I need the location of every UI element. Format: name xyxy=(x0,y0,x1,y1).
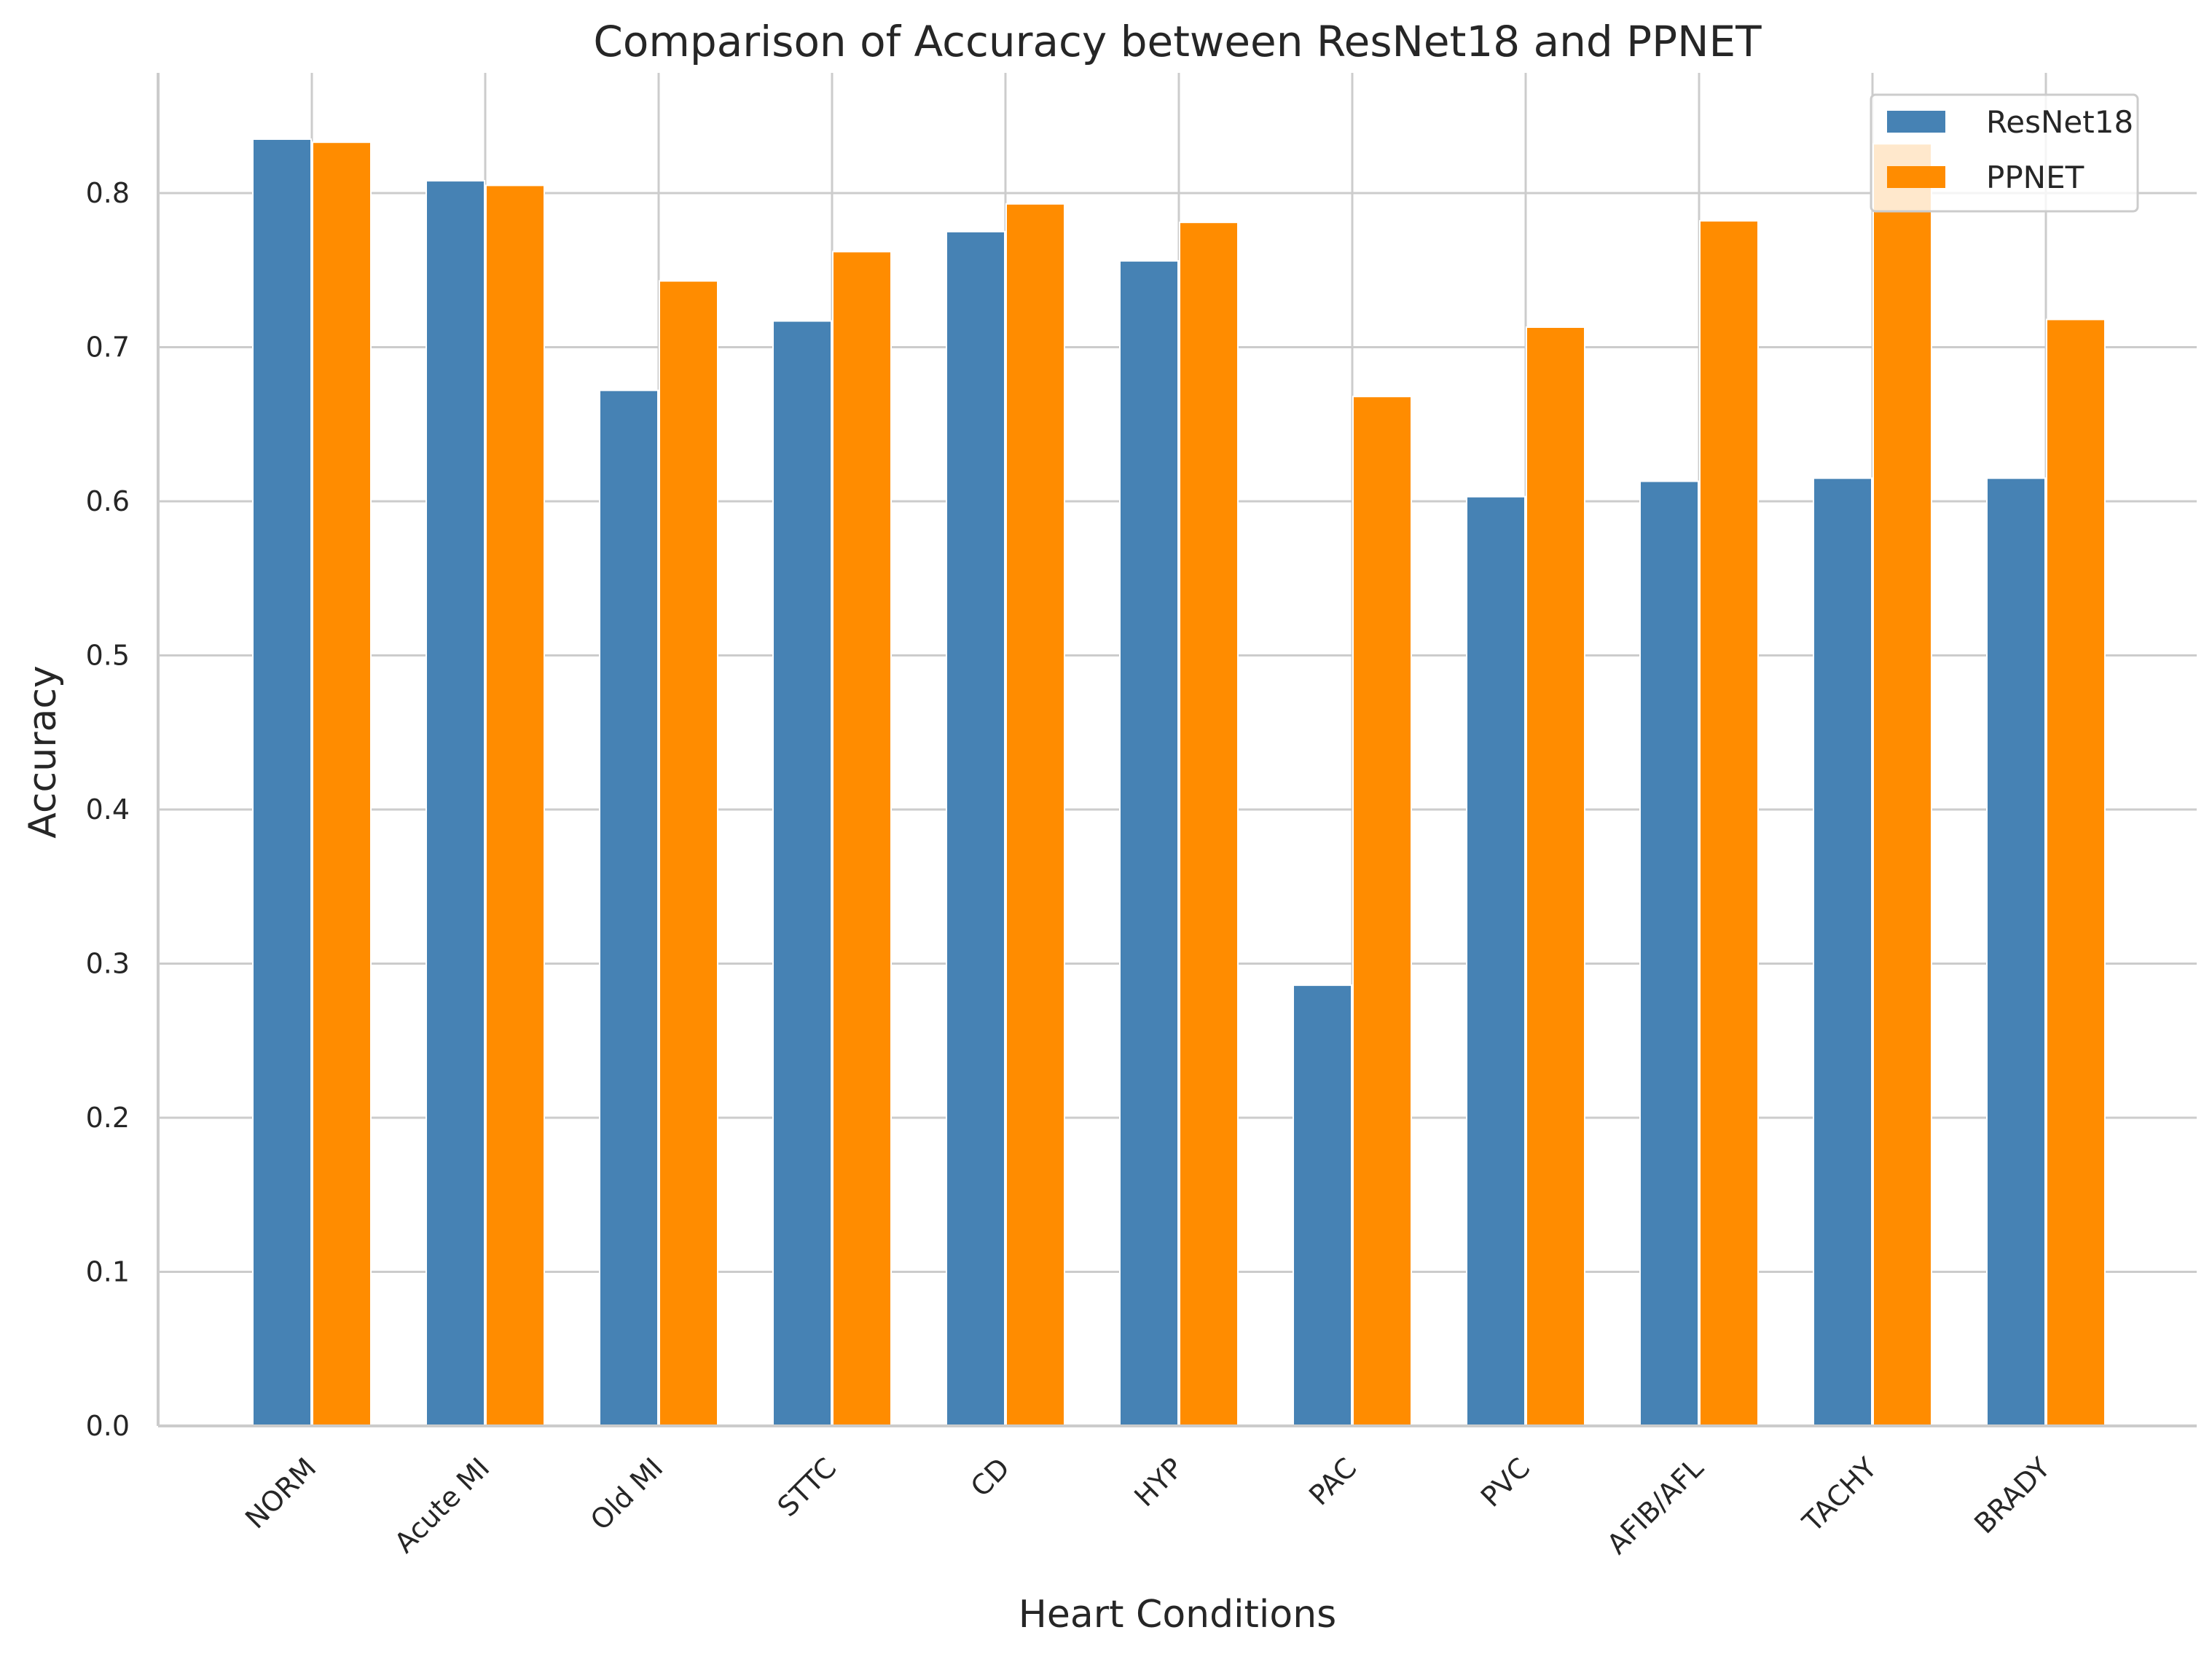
bar-ppnet xyxy=(1352,396,1412,1427)
bar-ppnet xyxy=(485,184,545,1427)
bar-resnet18 xyxy=(1986,477,2046,1427)
bar-resnet18 xyxy=(252,138,312,1427)
y-axis-label: Accuracy xyxy=(21,665,65,838)
bar-ppnet xyxy=(2046,318,2106,1427)
bar-resnet18 xyxy=(425,180,485,1427)
bar-resnet18 xyxy=(946,230,1005,1427)
x-tick-label: Old MI xyxy=(584,1451,669,1536)
y-tick-label: 0.7 xyxy=(86,332,130,364)
legend-label-ppnet: PPNET xyxy=(1986,160,2084,195)
bar-resnet18 xyxy=(1639,480,1699,1427)
x-tick-label: PAC xyxy=(1303,1451,1362,1511)
bar-resnet18 xyxy=(1466,495,1526,1427)
bar-ppnet xyxy=(312,141,372,1427)
legend-label-resnet18: ResNet18 xyxy=(1986,104,2133,140)
y-tick-label: 0.3 xyxy=(86,948,130,980)
legend: ResNet18 PPNET xyxy=(1870,93,2139,213)
y-tick-label: 0.4 xyxy=(86,793,130,826)
x-tick-label: BRADY xyxy=(1968,1451,2057,1540)
y-tick-label: 0.5 xyxy=(86,640,130,672)
bar-ppnet xyxy=(1699,220,1759,1427)
ticks-layer: 0.0 0.1 0.2 0.3 0.4 0.5 0.6 0.7 0.8 NORM Acute MI O… xyxy=(86,177,2057,1560)
bar-ppnet xyxy=(832,251,892,1427)
y-tick-label: 0.1 xyxy=(86,1256,130,1288)
bar-resnet18 xyxy=(599,389,659,1427)
x-axis-label: Heart Conditions xyxy=(1019,1593,1337,1637)
x-tick-label: HYP xyxy=(1128,1451,1189,1513)
x-tick-label: TACHY xyxy=(1796,1451,1883,1539)
bars-layer xyxy=(252,138,2106,1427)
x-tick-label: STTC xyxy=(772,1451,843,1523)
bar-ppnet xyxy=(1872,143,1932,1427)
y-tick-label: 0.0 xyxy=(86,1410,130,1442)
y-tick-label: 0.2 xyxy=(86,1102,130,1134)
bar-ppnet xyxy=(1005,203,1065,1427)
legend-swatch-resnet18 xyxy=(1887,111,1945,133)
legend-swatch-ppnet xyxy=(1887,166,1945,188)
bar-resnet18 xyxy=(1293,984,1352,1427)
y-tick-label: 0.8 xyxy=(86,177,130,209)
bar-ppnet xyxy=(1526,326,1585,1427)
axes-layer xyxy=(157,73,2197,1427)
bar-resnet18 xyxy=(1813,477,1872,1427)
x-tick-label: NORM xyxy=(239,1451,322,1535)
x-tick-label: PVC xyxy=(1475,1451,1536,1513)
bar-ppnet xyxy=(1179,222,1239,1427)
bar-resnet18 xyxy=(1119,260,1179,1427)
bar-resnet18 xyxy=(772,320,832,1427)
y-tick-label: 0.6 xyxy=(86,485,130,517)
x-tick-label: Acute MI xyxy=(388,1451,496,1559)
chart-title: Comparison of Accuracy between ResNet18 … xyxy=(593,17,1762,66)
bar-ppnet xyxy=(659,280,718,1427)
x-tick-label: AFIB/AFL xyxy=(1601,1451,1709,1560)
x-tick-label: CD xyxy=(965,1451,1016,1503)
